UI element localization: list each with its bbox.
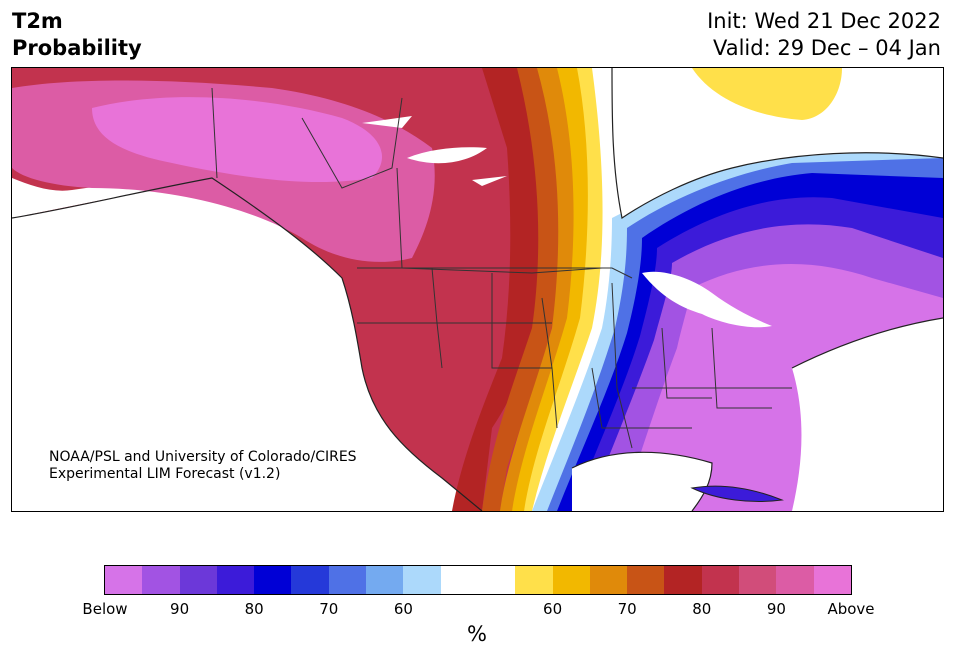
colorbar-segment <box>254 566 292 594</box>
colorbar-segment <box>179 566 217 594</box>
title-variable: T2m <box>12 9 63 33</box>
state-borders <box>211 87 792 449</box>
colorbar-segment <box>701 566 740 594</box>
forecast-dates: Init: Wed 21 Dec 2022 Valid: 29 Dec – 04… <box>707 8 941 62</box>
colorbar-tick-label: 90 <box>170 600 190 618</box>
map-panel <box>11 67 944 512</box>
arctic-above-55 <box>692 68 842 120</box>
colorbar-tick-label: 60 <box>543 600 563 618</box>
above-70-band <box>482 68 572 511</box>
colorbar-segment <box>403 566 441 594</box>
colorbar-tick-label: 70 <box>319 600 339 618</box>
colorbar-segment <box>813 566 851 594</box>
colorbar-segment <box>105 566 143 594</box>
colorbar-segment <box>477 566 516 594</box>
credit-line-1: NOAA/PSL and University of Colorado/CIRE… <box>49 449 357 465</box>
colorbar-segment <box>216 566 255 594</box>
colorbar-segment <box>739 566 777 594</box>
gulf-of-mexico <box>572 452 712 511</box>
above-55-band <box>524 68 612 511</box>
colorbar-tick-label: 80 <box>244 600 264 618</box>
credit-line-2: Experimental LIM Forecast (v1.2) <box>49 466 281 482</box>
colorbar <box>104 565 852 595</box>
colorbar-units: % <box>467 622 487 646</box>
colorbar-tick-label: 80 <box>692 600 712 618</box>
colorbar-tick-label: Above <box>827 600 875 618</box>
colorbar-segment <box>366 566 404 594</box>
pacific-ocean <box>12 178 482 511</box>
arctic-region <box>612 68 943 218</box>
colorbar-segment <box>142 566 180 594</box>
colorbar-tick-label: 90 <box>766 600 786 618</box>
probability-map <box>12 68 943 511</box>
colorbar-segment <box>515 566 553 594</box>
colorbar-segment <box>291 566 329 594</box>
great-lakes <box>642 271 772 328</box>
map-title: T2m Probability <box>12 8 142 62</box>
atlantic-ocean <box>792 318 943 511</box>
above-80-band <box>452 68 552 511</box>
init-date: Init: Wed 21 Dec 2022 <box>707 9 941 33</box>
above-max-zone <box>92 97 382 183</box>
above-65-band <box>500 68 587 511</box>
colorbar-segment <box>552 566 590 594</box>
coastlines <box>12 68 943 511</box>
cuba-island <box>690 485 784 502</box>
colorbar-tick-label: 60 <box>393 600 413 618</box>
colorbar-segment <box>776 566 814 594</box>
colorbar-tick-label: Below <box>82 600 128 618</box>
source-credit: NOAA/PSL and University of Colorado/CIRE… <box>49 449 357 483</box>
hudson-bay-lakes <box>362 116 507 186</box>
above-60-band <box>512 68 602 511</box>
colorbar-segment <box>664 566 702 594</box>
colorbar-segment <box>328 566 367 594</box>
colorbar-segment <box>627 566 665 594</box>
title-field: Probability <box>12 36 142 60</box>
colorbar-segment <box>440 566 478 594</box>
colorbar-segment <box>589 566 628 594</box>
valid-range: Valid: 29 Dec – 04 Jan <box>712 36 941 60</box>
colorbar-tick-label: 70 <box>617 600 637 618</box>
